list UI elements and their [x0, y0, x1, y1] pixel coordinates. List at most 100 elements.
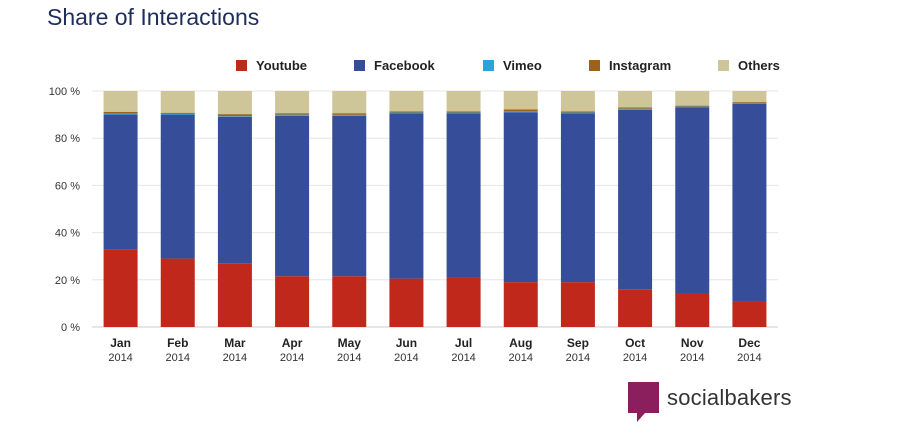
bar-youtube-nov — [675, 293, 710, 327]
bar-youtube-aug — [503, 282, 538, 327]
bar-instagram-jun — [389, 111, 424, 113]
legend: Youtube Facebook Vimeo Instagram Others — [236, 56, 780, 74]
x-tick-label-month: Feb — [167, 336, 188, 350]
x-tick-label-year: 2014 — [737, 352, 761, 364]
x-tick-label-month: Jan — [110, 336, 131, 350]
y-tick-label: 60 % — [55, 180, 80, 192]
x-tick-label-year: 2014 — [394, 352, 418, 364]
legend-label-youtube: Youtube — [256, 57, 308, 73]
bar-facebook-apr — [275, 115, 310, 277]
bar-vimeo-oct — [618, 108, 653, 110]
legend-item-vimeo[interactable]: Vimeo — [483, 58, 589, 73]
legend-swatch-facebook — [354, 59, 365, 71]
x-tick-label-month: Sep — [567, 336, 589, 350]
bar-others-nov — [675, 91, 710, 106]
bar-youtube-feb — [160, 258, 195, 327]
legend-item-facebook[interactable]: Facebook — [354, 58, 483, 73]
x-tick-label-month: Jun — [396, 336, 417, 350]
bar-vimeo-dec — [732, 102, 767, 104]
x-tick-label-year: 2014 — [223, 352, 247, 364]
bar-vimeo-aug — [503, 111, 538, 113]
bar-others-mar — [217, 91, 252, 115]
legend-swatch-vimeo — [483, 59, 494, 71]
bar-youtube-jan — [103, 249, 138, 327]
bar-vimeo-nov — [675, 106, 710, 108]
x-tick-label-year: 2014 — [623, 352, 647, 364]
bar-facebook-sep — [560, 113, 595, 283]
bar-vimeo-apr — [275, 114, 310, 116]
x-tick-label-year: 2014 — [566, 352, 590, 364]
x-tick-label-year: 2014 — [108, 352, 132, 364]
bar-facebook-jan — [103, 114, 138, 250]
bar-vimeo-jul — [446, 112, 481, 114]
socialbakers-logo-icon — [628, 382, 659, 422]
bar-facebook-dec — [732, 103, 767, 302]
x-tick-label-year: 2014 — [166, 352, 190, 364]
bar-others-may — [332, 91, 367, 114]
bar-youtube-may — [332, 276, 367, 327]
bar-vimeo-may — [332, 114, 367, 116]
x-tick-label-month: May — [338, 336, 362, 350]
bar-youtube-sep — [560, 282, 595, 327]
legend-item-others[interactable]: Others — [718, 58, 780, 73]
bar-instagram-apr — [275, 113, 310, 115]
bar-facebook-mar — [217, 116, 252, 264]
bar-instagram-dec — [732, 101, 767, 103]
bar-others-jan — [103, 91, 138, 112]
bar-instagram-mar — [217, 114, 252, 117]
y-tick-label: 100 % — [49, 86, 80, 98]
x-tick-label-month: Jul — [455, 336, 472, 350]
bar-youtube-jul — [446, 277, 481, 327]
bar-vimeo-feb — [160, 113, 195, 115]
x-tick-label-year: 2014 — [680, 352, 704, 364]
bar-youtube-jun — [389, 278, 424, 327]
bar-instagram-aug — [503, 109, 538, 112]
bar-youtube-apr — [275, 276, 310, 327]
legend-label-others: Others — [738, 57, 780, 73]
x-tick-label-year: 2014 — [509, 352, 533, 364]
legend-label-vimeo: Vimeo — [503, 57, 542, 73]
x-tick-label-month: Dec — [738, 336, 760, 350]
legend-item-instagram[interactable]: Instagram — [589, 58, 718, 73]
bar-youtube-mar — [217, 263, 252, 327]
legend-swatch-youtube — [236, 59, 247, 71]
bar-facebook-feb — [160, 114, 195, 259]
bar-others-apr — [275, 91, 310, 114]
bar-others-jun — [389, 91, 424, 112]
bar-others-sep — [560, 91, 595, 112]
bar-facebook-may — [332, 115, 367, 277]
brand: socialbakers — [628, 382, 792, 422]
bar-facebook-aug — [503, 112, 538, 283]
bar-others-feb — [160, 91, 195, 113]
bar-others-oct — [618, 91, 653, 108]
bar-vimeo-sep — [560, 112, 595, 114]
y-tick-label: 80 % — [55, 133, 80, 145]
bar-youtube-dec — [732, 301, 767, 327]
bar-vimeo-jan — [103, 113, 138, 115]
x-tick-label-year: 2014 — [280, 352, 304, 364]
bar-others-aug — [503, 91, 538, 110]
bar-vimeo-jun — [389, 112, 424, 114]
brand-name: socialbakers — [667, 384, 792, 410]
legend-item-youtube[interactable]: Youtube — [236, 58, 354, 73]
bar-instagram-jul — [446, 111, 481, 113]
chart-title: Share of Interactions — [47, 4, 260, 30]
x-tick-label-year: 2014 — [451, 352, 475, 364]
bar-others-jul — [446, 91, 481, 112]
x-tick-label-year: 2014 — [337, 352, 361, 364]
bar-others-dec — [732, 91, 767, 102]
legend-swatch-instagram — [589, 59, 600, 71]
legend-label-facebook: Facebook — [374, 57, 435, 73]
bar-facebook-oct — [618, 109, 653, 290]
bar-youtube-oct — [618, 289, 653, 327]
bar-instagram-may — [332, 113, 367, 115]
x-tick-label-month: Apr — [282, 336, 303, 350]
y-tick-label: 0 % — [61, 322, 80, 334]
legend-label-instagram: Instagram — [609, 57, 672, 73]
y-tick-label: 40 % — [55, 228, 80, 240]
x-tick-label-month: Oct — [625, 336, 645, 350]
legend-swatch-others — [718, 59, 729, 71]
y-tick-label: 20 % — [55, 275, 80, 287]
bar-instagram-sep — [560, 111, 595, 113]
